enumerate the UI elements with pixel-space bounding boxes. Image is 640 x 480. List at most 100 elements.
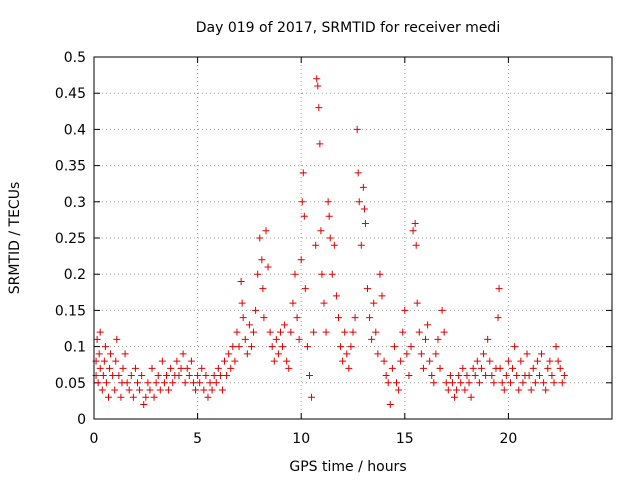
x-tick-label: 10	[292, 431, 310, 447]
data-point	[347, 343, 355, 351]
data-point	[189, 379, 197, 387]
data-point	[298, 198, 306, 206]
data-point	[382, 372, 390, 380]
data-point	[281, 321, 289, 329]
data-point	[506, 379, 514, 387]
data-point	[386, 401, 394, 409]
data-point	[511, 343, 519, 351]
data-point	[513, 372, 521, 380]
data-point	[370, 299, 378, 307]
data-point	[540, 379, 548, 387]
data-point	[173, 357, 181, 365]
data-point	[332, 292, 340, 300]
data-point	[535, 372, 543, 380]
data-point	[266, 328, 274, 336]
data-point	[397, 357, 405, 365]
data-point	[318, 270, 326, 278]
data-point	[194, 372, 202, 380]
data-point	[430, 379, 438, 387]
data-point	[158, 357, 166, 365]
data-point	[486, 357, 494, 365]
data-point	[276, 328, 284, 336]
data-point	[542, 386, 550, 394]
data-point	[223, 372, 231, 380]
x-tick-label: 20	[499, 431, 517, 447]
data-point	[558, 379, 566, 387]
data-point	[345, 364, 353, 372]
data-point	[293, 314, 301, 322]
data-point	[206, 379, 214, 387]
data-point	[117, 393, 125, 401]
data-point	[196, 379, 204, 387]
data-point	[297, 256, 305, 264]
data-point	[127, 372, 135, 380]
data-point	[453, 386, 461, 394]
data-point	[473, 357, 481, 365]
data-point	[144, 379, 152, 387]
data-point	[552, 343, 560, 351]
data-point	[310, 328, 318, 336]
data-point	[250, 328, 258, 336]
data-point	[313, 75, 321, 83]
data-point	[210, 372, 218, 380]
data-point	[531, 379, 539, 387]
data-point	[426, 357, 434, 365]
data-point	[395, 386, 403, 394]
data-point	[183, 364, 191, 372]
data-point	[106, 364, 114, 372]
data-point	[239, 314, 247, 322]
data-point	[354, 169, 362, 177]
data-point	[467, 393, 475, 401]
x-axis-label: GPS time / hours	[289, 459, 406, 475]
data-point	[262, 227, 270, 235]
data-point	[554, 357, 562, 365]
data-point	[305, 372, 313, 380]
data-point	[208, 386, 216, 394]
data-point	[422, 335, 430, 343]
data-point	[448, 379, 456, 387]
data-point	[100, 357, 108, 365]
data-point	[355, 198, 363, 206]
data-point	[432, 350, 440, 358]
data-point	[192, 386, 200, 394]
data-point	[320, 299, 328, 307]
y-tick-label: 0.05	[55, 376, 86, 392]
data-point	[364, 285, 372, 293]
data-point	[156, 386, 164, 394]
y-tick-label: 0.25	[55, 231, 86, 247]
data-point	[337, 343, 345, 351]
data-point	[187, 357, 195, 365]
data-point	[229, 343, 237, 351]
data-point	[390, 343, 398, 351]
data-point	[482, 372, 490, 380]
data-point	[417, 350, 425, 358]
data-point	[225, 350, 233, 358]
data-point	[264, 263, 272, 271]
data-point	[509, 364, 517, 372]
data-point	[343, 350, 351, 358]
data-point	[214, 364, 222, 372]
data-point	[283, 357, 291, 365]
data-point	[165, 386, 173, 394]
data-point	[231, 357, 239, 365]
data-point	[279, 343, 287, 351]
data-point	[136, 386, 144, 394]
data-point	[185, 372, 193, 380]
data-point	[115, 372, 123, 380]
data-point	[328, 270, 336, 278]
data-point	[134, 379, 142, 387]
data-point	[360, 205, 368, 213]
data-point	[243, 350, 251, 358]
data-point	[98, 386, 106, 394]
data-point	[519, 379, 527, 387]
data-point	[455, 372, 463, 380]
data-point	[325, 212, 333, 220]
data-point	[495, 285, 503, 293]
data-point	[339, 357, 347, 365]
data-point	[361, 220, 369, 228]
plot-frame	[93, 56, 613, 420]
data-point	[200, 386, 208, 394]
data-point	[260, 314, 268, 322]
data-point	[317, 227, 325, 235]
data-point	[315, 104, 323, 112]
